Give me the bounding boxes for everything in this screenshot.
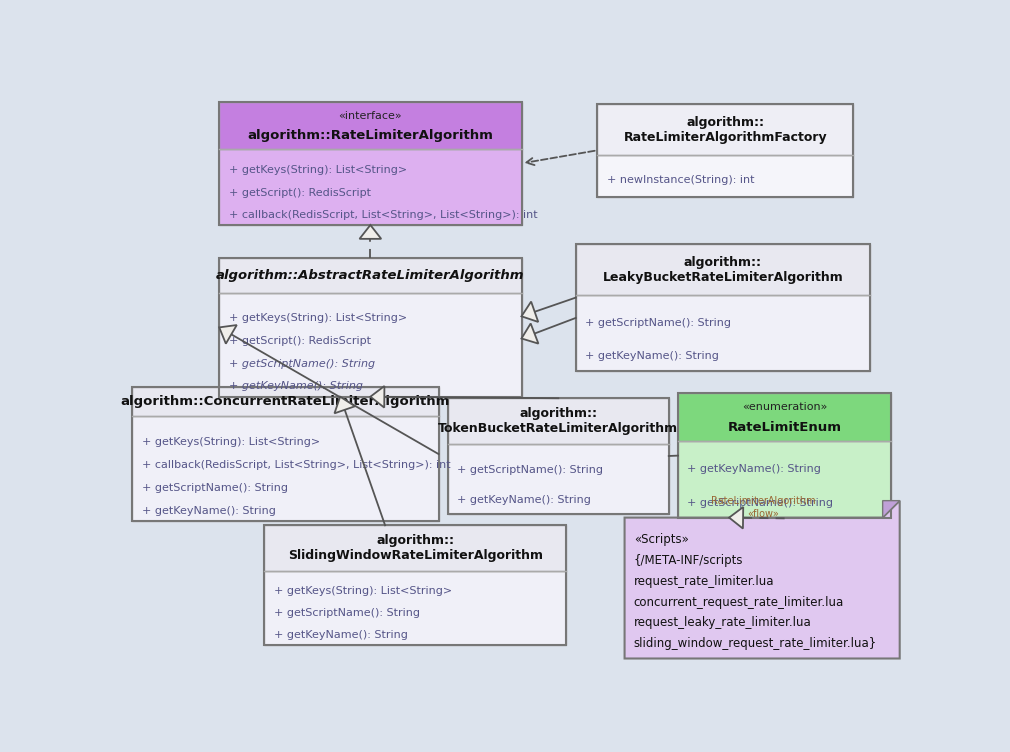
FancyBboxPatch shape <box>598 155 853 196</box>
Text: request_leaky_rate_limiter.lua: request_leaky_rate_limiter.lua <box>634 617 812 629</box>
Text: algorithm::ConcurrentRateLimiterAlgorithm: algorithm::ConcurrentRateLimiterAlgorith… <box>121 395 450 408</box>
Text: + getScript(): RedisScript: + getScript(): RedisScript <box>228 335 371 346</box>
Polygon shape <box>334 397 355 414</box>
FancyBboxPatch shape <box>132 387 438 417</box>
Text: + getScript(): RedisScript: + getScript(): RedisScript <box>228 187 371 198</box>
Text: + getKeyName(): String: + getKeyName(): String <box>585 351 719 361</box>
Text: + getScriptName(): String: + getScriptName(): String <box>458 465 603 475</box>
Text: «flow»: «flow» <box>747 509 779 519</box>
Text: + callback(RedisScript, List<String>, List<String>): int: + callback(RedisScript, List<String>, Li… <box>228 210 537 220</box>
FancyBboxPatch shape <box>678 393 891 441</box>
Polygon shape <box>219 325 236 344</box>
Text: + getKeys(String): List<String>: + getKeys(String): List<String> <box>274 587 451 596</box>
FancyBboxPatch shape <box>576 295 871 371</box>
Text: RateLimiterAlgorithm: RateLimiterAlgorithm <box>711 496 815 506</box>
Text: request_rate_limiter.lua: request_rate_limiter.lua <box>634 575 775 587</box>
Text: algorithm::
LeakyBucketRateLimiterAlgorithm: algorithm:: LeakyBucketRateLimiterAlgori… <box>603 256 843 284</box>
Text: algorithm::
TokenBucketRateLimiterAlgorithm: algorithm:: TokenBucketRateLimiterAlgori… <box>438 408 679 435</box>
FancyBboxPatch shape <box>265 526 567 571</box>
Text: + getKeyName(): String: + getKeyName(): String <box>274 630 407 640</box>
Text: + getScriptName(): String: + getScriptName(): String <box>141 483 288 493</box>
Text: sliding_window_request_rate_limiter.lua}: sliding_window_request_rate_limiter.lua} <box>634 638 877 650</box>
Text: + getScriptName(): String: + getScriptName(): String <box>585 317 731 328</box>
FancyBboxPatch shape <box>576 244 871 295</box>
Text: + getKeys(String): List<String>: + getKeys(String): List<String> <box>228 165 407 175</box>
Text: algorithm::AbstractRateLimiterAlgorithm: algorithm::AbstractRateLimiterAlgorithm <box>216 269 524 282</box>
Text: concurrent_request_rate_limiter.lua: concurrent_request_rate_limiter.lua <box>634 596 844 608</box>
Text: + getScriptName(): String: + getScriptName(): String <box>228 359 375 368</box>
Text: algorithm::
SlidingWindowRateLimiterAlgorithm: algorithm:: SlidingWindowRateLimiterAlgo… <box>288 534 542 562</box>
Text: + callback(RedisScript, List<String>, List<String>): int: + callback(RedisScript, List<String>, Li… <box>141 459 450 470</box>
Text: + getKeyName(): String: + getKeyName(): String <box>458 495 591 505</box>
FancyBboxPatch shape <box>265 571 567 644</box>
Text: + getKeyName(): String: + getKeyName(): String <box>141 506 276 516</box>
FancyBboxPatch shape <box>678 441 891 518</box>
FancyBboxPatch shape <box>447 444 669 514</box>
Polygon shape <box>729 507 743 529</box>
Text: + getKeyName(): String: + getKeyName(): String <box>688 464 821 474</box>
Polygon shape <box>883 501 900 517</box>
Text: «interface»: «interface» <box>338 111 402 121</box>
FancyBboxPatch shape <box>219 293 521 397</box>
Polygon shape <box>521 302 538 322</box>
FancyBboxPatch shape <box>219 102 521 149</box>
Polygon shape <box>360 225 381 239</box>
Text: «Scripts»: «Scripts» <box>634 533 689 546</box>
Text: «enumeration»: «enumeration» <box>742 402 827 412</box>
Text: + newInstance(String): int: + newInstance(String): int <box>607 175 754 185</box>
Polygon shape <box>371 386 385 408</box>
Text: {/META-INF/scripts: {/META-INF/scripts <box>634 553 743 567</box>
Text: algorithm::RateLimiterAlgorithm: algorithm::RateLimiterAlgorithm <box>247 129 493 142</box>
Text: RateLimitEnum: RateLimitEnum <box>727 420 841 434</box>
Text: + getScriptName(): String: + getScriptName(): String <box>274 608 419 618</box>
Text: + getKeyName(): String: + getKeyName(): String <box>228 381 363 391</box>
Text: + getKeys(String): List<String>: + getKeys(String): List<String> <box>228 313 407 323</box>
FancyBboxPatch shape <box>447 399 669 444</box>
FancyBboxPatch shape <box>598 104 853 155</box>
Polygon shape <box>624 501 900 659</box>
Text: + getScriptName(): String: + getScriptName(): String <box>688 498 833 508</box>
FancyBboxPatch shape <box>219 258 521 293</box>
FancyBboxPatch shape <box>219 149 521 225</box>
Text: algorithm::
RateLimiterAlgorithmFactory: algorithm:: RateLimiterAlgorithmFactory <box>623 116 827 144</box>
FancyBboxPatch shape <box>132 417 438 521</box>
Text: + getKeys(String): List<String>: + getKeys(String): List<String> <box>141 437 320 447</box>
Polygon shape <box>521 323 538 344</box>
